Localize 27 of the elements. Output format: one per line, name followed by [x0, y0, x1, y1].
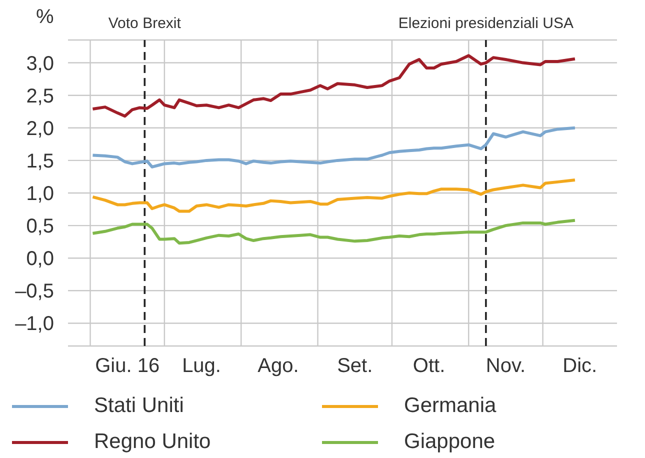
y-tick-label: 1,0: [26, 183, 54, 205]
y-tick-label: –1,0: [15, 313, 54, 336]
y-tick-label: 2,0: [26, 118, 54, 140]
y-tick-label: 0,5: [26, 216, 54, 238]
x-tick-label: Ago.: [258, 355, 299, 377]
legend-label: Regno Unito: [94, 430, 211, 454]
x-tick-label: Lug.: [182, 355, 222, 377]
x-tick-label: Dic.: [562, 355, 598, 377]
line-series: [91, 218, 576, 245]
line-series: [91, 54, 576, 118]
x-tick-label: Giu. 16: [95, 355, 160, 377]
x-tick-label: Nov.: [486, 355, 526, 377]
y-tick-label: 0,0: [26, 248, 54, 270]
y-axis-title: %: [36, 6, 54, 29]
y-tick-label: 1,5: [26, 150, 54, 172]
x-tick-label: Ott.: [412, 355, 446, 377]
x-tick-label: Set.: [337, 355, 373, 377]
legend-label: Germania: [404, 394, 496, 418]
ref-line-label: Elezioni presidenziali USA: [398, 15, 574, 32]
y-tick-label: –0,5: [15, 280, 54, 303]
y-tick-label: 2,5: [26, 85, 54, 108]
line-series: [91, 178, 576, 213]
legend-label: Giappone: [404, 430, 496, 454]
y-tick-label: 3,0: [26, 52, 54, 75]
legend-label: Stati Uniti: [94, 394, 184, 418]
line-series: [91, 126, 576, 168]
ref-line-label: Voto Brexit: [108, 15, 182, 32]
